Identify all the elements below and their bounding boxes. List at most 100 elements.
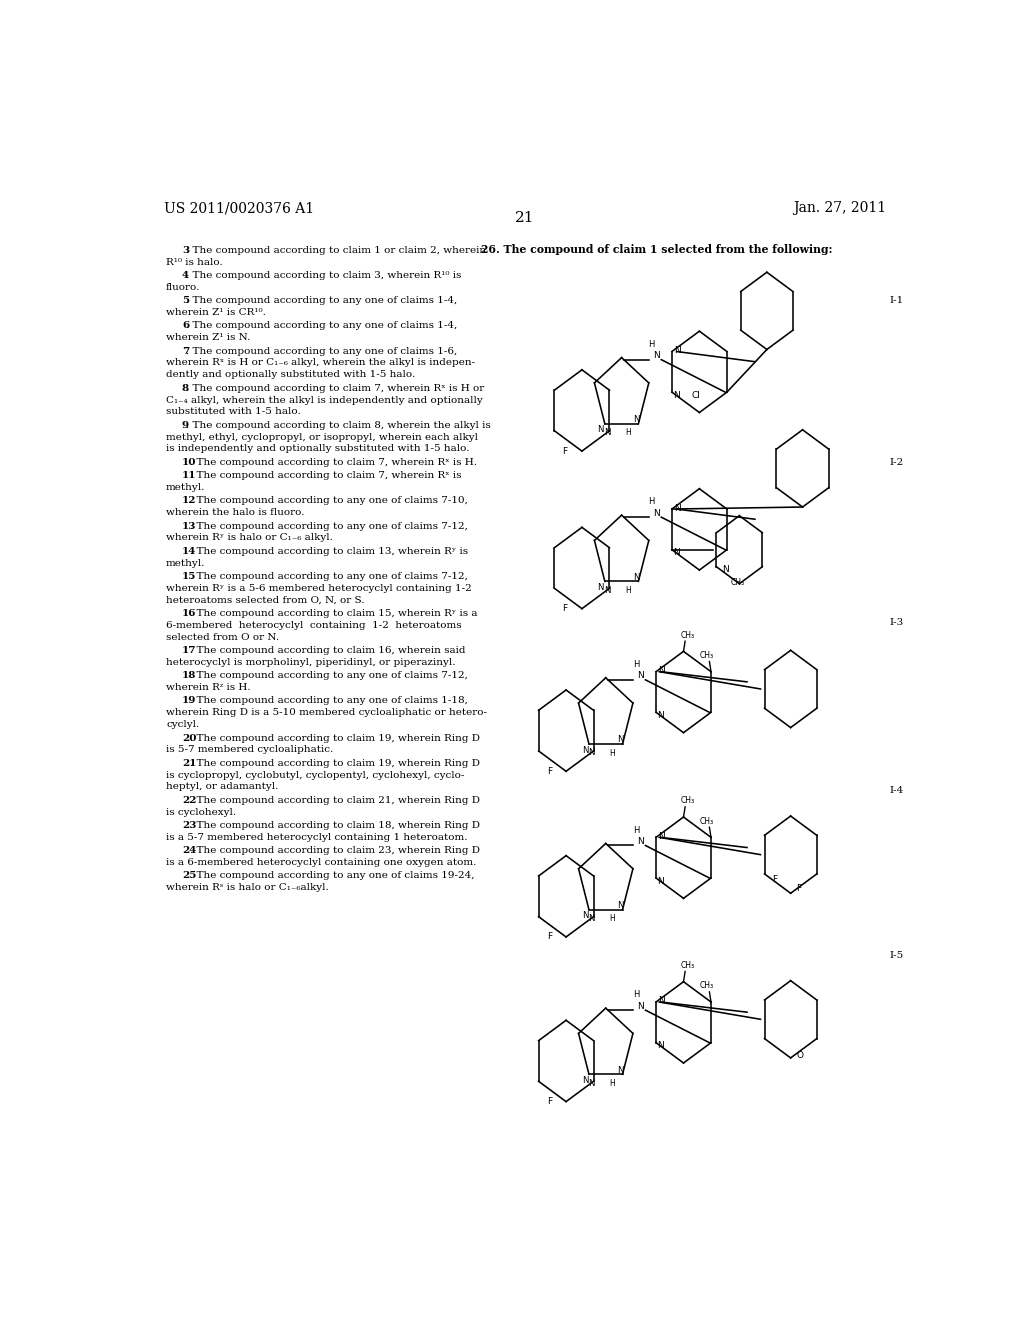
Text: H: H bbox=[626, 586, 631, 595]
Text: N: N bbox=[616, 735, 624, 744]
Text: . The compound according to claim 18, wherein Ring D: . The compound according to claim 18, wh… bbox=[189, 821, 479, 830]
Text: N: N bbox=[604, 428, 610, 437]
Text: N: N bbox=[637, 837, 644, 846]
Text: . The compound according to any one of claims 7-10,: . The compound according to any one of c… bbox=[189, 496, 468, 506]
Text: N: N bbox=[588, 1078, 594, 1088]
Text: H: H bbox=[633, 990, 639, 999]
Text: H: H bbox=[609, 1078, 615, 1088]
Text: . The compound according to claim 7, wherein Rˣ is H or: . The compound according to claim 7, whe… bbox=[185, 384, 484, 392]
Text: N: N bbox=[598, 583, 604, 591]
Text: wherein Rᶻ is H.: wherein Rᶻ is H. bbox=[166, 684, 251, 692]
Text: F: F bbox=[562, 605, 567, 614]
Text: N: N bbox=[582, 746, 588, 755]
Text: heterocyclyl is morpholinyl, piperidinyl, or piperazinyl.: heterocyclyl is morpholinyl, piperidinyl… bbox=[166, 657, 456, 667]
Text: wherein Rʸ is a 5-6 membered heterocyclyl containing 1-2: wherein Rʸ is a 5-6 membered heterocycly… bbox=[166, 583, 472, 593]
Text: N: N bbox=[588, 748, 594, 758]
Text: I-1: I-1 bbox=[890, 296, 904, 305]
Text: 17: 17 bbox=[182, 645, 197, 655]
Text: . The compound according to claim 7, wherein Rˣ is: . The compound according to claim 7, whe… bbox=[189, 471, 461, 480]
Text: 6-membered  heterocyclyl  containing  1-2  heteroatoms: 6-membered heterocyclyl containing 1-2 h… bbox=[166, 620, 462, 630]
Text: . The compound according to any one of claims 7-12,: . The compound according to any one of c… bbox=[189, 672, 468, 680]
Text: selected from O or N.: selected from O or N. bbox=[166, 632, 280, 642]
Text: is a 6-membered heterocyclyl containing one oxygen atom.: is a 6-membered heterocyclyl containing … bbox=[166, 858, 476, 867]
Text: N: N bbox=[674, 346, 681, 355]
Text: dently and optionally substituted with 1-5 halo.: dently and optionally substituted with 1… bbox=[166, 371, 416, 379]
Text: . The compound according to any one of claims 1-4,: . The compound according to any one of c… bbox=[185, 296, 457, 305]
Text: F: F bbox=[796, 883, 801, 892]
Text: N: N bbox=[658, 832, 665, 841]
Text: I-5: I-5 bbox=[890, 952, 904, 960]
Text: . The compound according to claim 16, wherein said: . The compound according to claim 16, wh… bbox=[189, 645, 465, 655]
Text: 7: 7 bbox=[182, 347, 189, 355]
Text: methyl, ethyl, cyclopropyl, or isopropyl, wherein each alkyl: methyl, ethyl, cyclopropyl, or isopropyl… bbox=[166, 433, 478, 442]
Text: H: H bbox=[626, 429, 631, 437]
Text: N: N bbox=[658, 997, 665, 1006]
Text: N: N bbox=[723, 565, 729, 574]
Text: 18: 18 bbox=[182, 672, 197, 680]
Text: CH₃: CH₃ bbox=[700, 651, 714, 660]
Text: 15: 15 bbox=[182, 572, 197, 581]
Text: CH₃: CH₃ bbox=[680, 961, 694, 970]
Text: methyl.: methyl. bbox=[166, 483, 206, 492]
Text: wherein Rʸ is halo or C₁₋₆ alkyl.: wherein Rʸ is halo or C₁₋₆ alkyl. bbox=[166, 533, 333, 543]
Text: . The compound according to claim 8, wherein the alkyl is: . The compound according to claim 8, whe… bbox=[185, 421, 490, 430]
Text: wherein Z¹ is N.: wherein Z¹ is N. bbox=[166, 333, 251, 342]
Text: F: F bbox=[772, 875, 777, 883]
Text: N: N bbox=[658, 667, 665, 675]
Text: CH₃: CH₃ bbox=[680, 631, 694, 640]
Text: . The compound according to any one of claims 19-24,: . The compound according to any one of c… bbox=[189, 871, 474, 880]
Text: . The compound according to any one of claims 1-4,: . The compound according to any one of c… bbox=[185, 322, 457, 330]
Text: 5: 5 bbox=[182, 296, 189, 305]
Text: is a 5-7 membered heterocyclyl containing 1 heteroatom.: is a 5-7 membered heterocyclyl containin… bbox=[166, 833, 468, 842]
Text: F: F bbox=[547, 932, 552, 941]
Text: 6: 6 bbox=[182, 322, 189, 330]
Text: . The compound according to claim 1 or claim 2, wherein: . The compound according to claim 1 or c… bbox=[185, 246, 486, 255]
Text: wherein Rˣ is H or C₁₋₆ alkyl, wherein the alkyl is indepen-: wherein Rˣ is H or C₁₋₆ alkyl, wherein t… bbox=[166, 359, 475, 367]
Text: wherein the halo is fluoro.: wherein the halo is fluoro. bbox=[166, 508, 304, 517]
Text: is cyclohexyl.: is cyclohexyl. bbox=[166, 808, 237, 817]
Text: . The compound according to claim 19, wherein Ring D: . The compound according to claim 19, wh… bbox=[189, 734, 479, 743]
Text: wherein Z¹ is CR¹⁰.: wherein Z¹ is CR¹⁰. bbox=[166, 308, 266, 317]
Text: 20: 20 bbox=[182, 734, 197, 743]
Text: 21: 21 bbox=[182, 759, 197, 768]
Text: N: N bbox=[637, 672, 644, 680]
Text: is independently and optionally substituted with 1-5 halo.: is independently and optionally substitu… bbox=[166, 445, 470, 453]
Text: N: N bbox=[616, 1065, 624, 1074]
Text: H: H bbox=[609, 748, 615, 758]
Text: 13: 13 bbox=[182, 521, 197, 531]
Text: R¹⁰ is halo.: R¹⁰ is halo. bbox=[166, 257, 223, 267]
Text: 23: 23 bbox=[182, 821, 197, 830]
Text: 25: 25 bbox=[182, 871, 197, 880]
Text: N: N bbox=[588, 915, 594, 923]
Text: . The compound according to any one of claims 1-6,: . The compound according to any one of c… bbox=[185, 347, 457, 355]
Text: 8: 8 bbox=[182, 384, 189, 392]
Text: 10: 10 bbox=[182, 458, 197, 467]
Text: is cyclopropyl, cyclobutyl, cyclopentyl, cyclohexyl, cyclo-: is cyclopropyl, cyclobutyl, cyclopentyl,… bbox=[166, 771, 465, 780]
Text: N: N bbox=[637, 1002, 644, 1011]
Text: 21: 21 bbox=[515, 211, 535, 226]
Text: H: H bbox=[648, 498, 655, 507]
Text: N: N bbox=[653, 508, 659, 517]
Text: N: N bbox=[582, 1076, 588, 1085]
Text: 26. The compound of claim 1 selected from the following:: 26. The compound of claim 1 selected fro… bbox=[481, 244, 833, 255]
Text: . The compound according to claim 15, wherein Rʸ is a: . The compound according to claim 15, wh… bbox=[189, 609, 477, 618]
Text: Cl: Cl bbox=[692, 391, 700, 400]
Text: F: F bbox=[547, 1097, 552, 1106]
Text: 11: 11 bbox=[182, 471, 197, 480]
Text: wherein Ring D is a 5-10 membered cycloaliphatic or hetero-: wherein Ring D is a 5-10 membered cycloa… bbox=[166, 709, 487, 717]
Text: is 5-7 membered cycloaliphatic.: is 5-7 membered cycloaliphatic. bbox=[166, 746, 334, 754]
Text: 14: 14 bbox=[182, 546, 197, 556]
Text: . The compound according to any one of claims 1-18,: . The compound according to any one of c… bbox=[189, 697, 468, 705]
Text: N: N bbox=[582, 911, 588, 920]
Text: methyl.: methyl. bbox=[166, 558, 206, 568]
Text: 3: 3 bbox=[182, 246, 189, 255]
Text: N: N bbox=[657, 1041, 665, 1051]
Text: CH₃: CH₃ bbox=[731, 578, 744, 587]
Text: I-4: I-4 bbox=[890, 785, 904, 795]
Text: N: N bbox=[657, 711, 665, 719]
Text: C₁₋₄ alkyl, wherein the alkyl is independently and optionally: C₁₋₄ alkyl, wherein the alkyl is indepen… bbox=[166, 396, 483, 404]
Text: N: N bbox=[674, 503, 681, 512]
Text: . The compound according to claim 21, wherein Ring D: . The compound according to claim 21, wh… bbox=[189, 796, 479, 805]
Text: . The compound according to claim 7, wherein Rˣ is H.: . The compound according to claim 7, whe… bbox=[189, 458, 476, 467]
Text: wherein Rˢ is halo or C₁₋₆alkyl.: wherein Rˢ is halo or C₁₋₆alkyl. bbox=[166, 883, 329, 892]
